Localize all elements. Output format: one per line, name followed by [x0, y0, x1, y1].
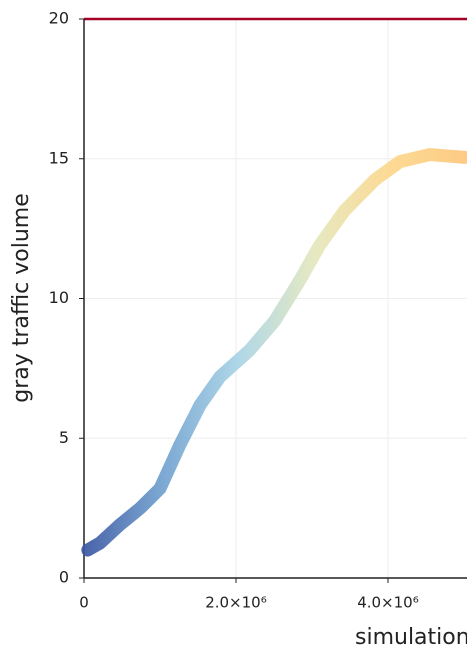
y-tick-label: 15	[49, 148, 69, 167]
y-tick-label: 10	[49, 288, 69, 307]
y-tick-label: 0	[59, 568, 69, 587]
x-tick-label: 2.0×10⁶	[205, 594, 267, 612]
x-tick-label: 0	[79, 594, 89, 612]
x-tick-label: 4.0×10⁶	[357, 594, 419, 612]
y-tick-label: 20	[49, 9, 69, 28]
y-axis-label: gray traffic volume	[9, 193, 34, 403]
x-axis-label: simulation	[355, 625, 467, 650]
y-tick-label: 5	[59, 428, 69, 447]
data-line	[81, 148, 467, 557]
